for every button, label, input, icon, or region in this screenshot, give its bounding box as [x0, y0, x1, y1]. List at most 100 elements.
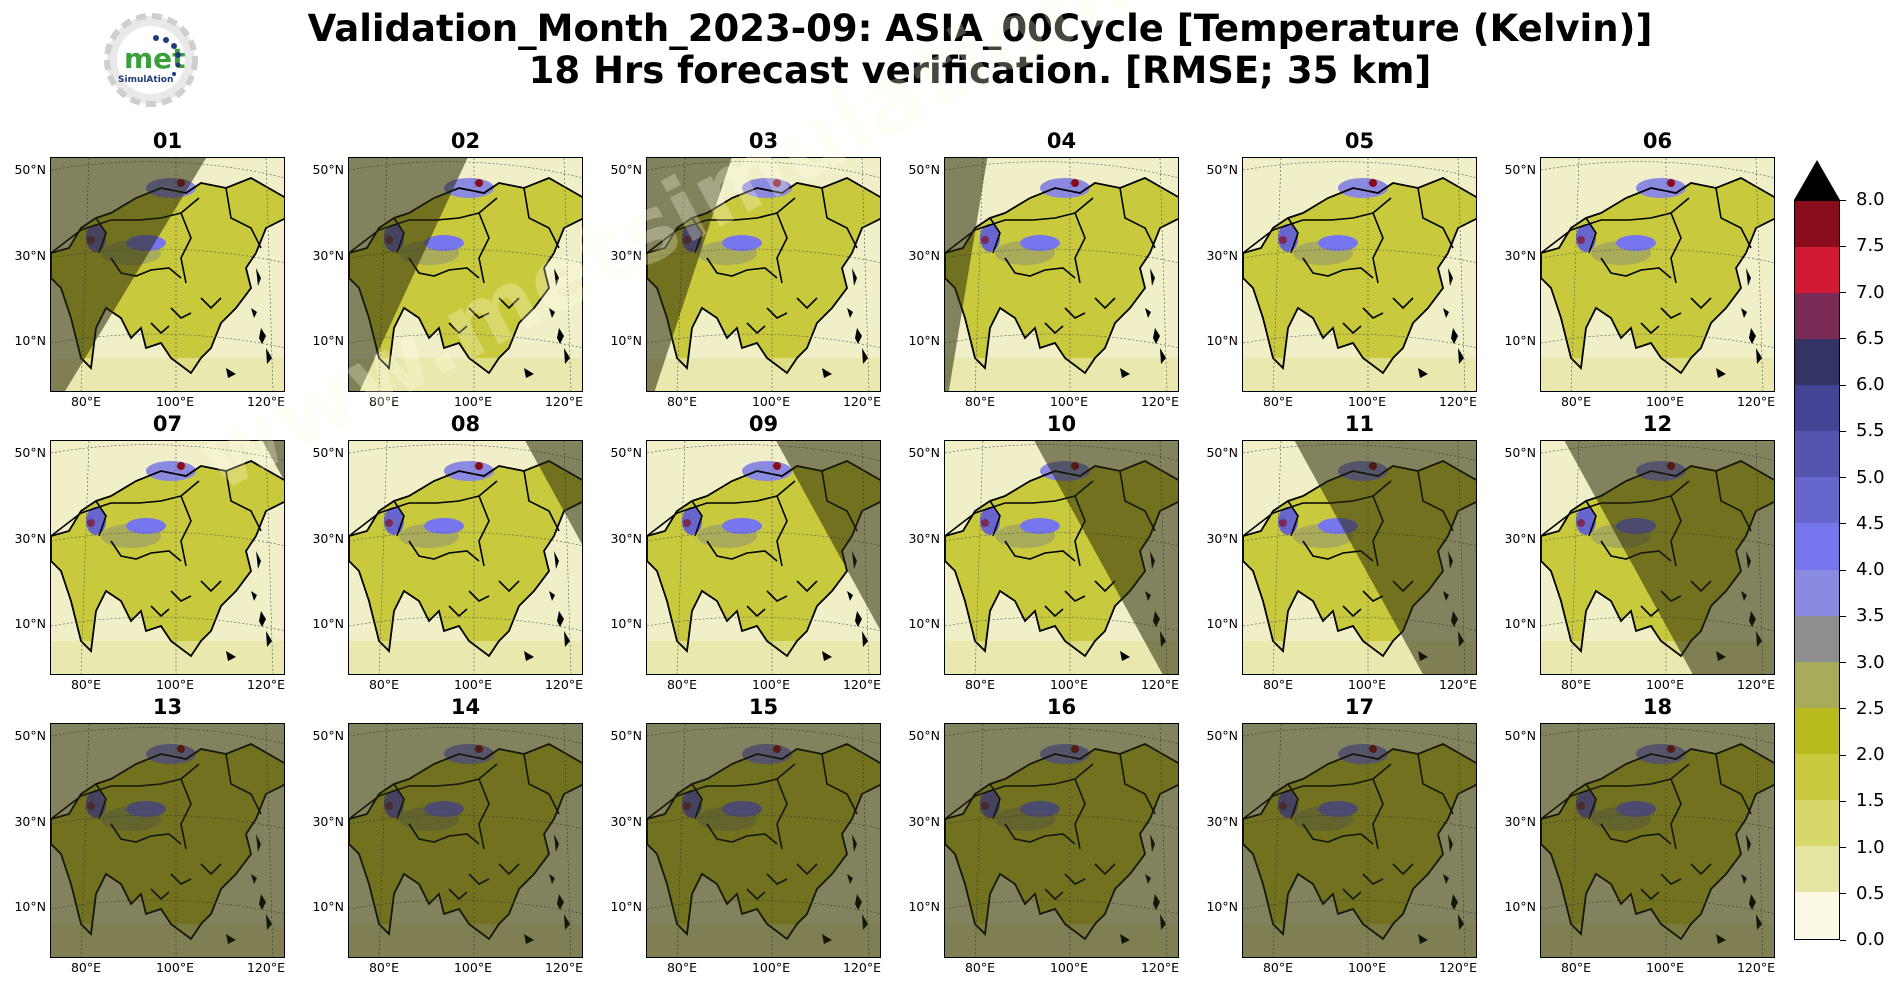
lon-tick-label: 100°E: [1347, 394, 1386, 409]
lon-tick-label: 80°E: [1262, 960, 1294, 975]
colorbar-tick-mark: [1840, 338, 1846, 340]
lat-tick-label: 50°N: [1504, 728, 1536, 743]
map-panel-10: [944, 440, 1179, 675]
lon-tick-label: 100°E: [751, 960, 790, 975]
lon-tick-label: 80°E: [964, 677, 996, 692]
lat-tick-label: 50°N: [1206, 445, 1238, 460]
colorbar-tick-mark: [1840, 893, 1846, 895]
colorbar-tick-label: 7.0: [1856, 281, 1885, 303]
lat-tick-label: 10°N: [610, 333, 642, 348]
map-panel-12: [1540, 440, 1775, 675]
colorbar-segment: [1795, 615, 1839, 662]
lon-tick-label: 100°E: [155, 677, 194, 692]
map-panel-03: [646, 157, 881, 392]
lat-tick-label: 50°N: [610, 728, 642, 743]
lon-tick-label: 120°E: [544, 677, 583, 692]
colorbar-tick-label: 4.5: [1856, 512, 1885, 534]
lon-tick-label: 80°E: [70, 677, 102, 692]
lon-tick-label: 80°E: [368, 677, 400, 692]
panel-title: 10: [1046, 412, 1077, 436]
lat-tick-label: 10°N: [908, 899, 940, 914]
map-panel-08: [348, 440, 583, 675]
colorbar-segment: [1795, 247, 1839, 294]
lon-tick-label: 80°E: [70, 960, 102, 975]
colorbar-segment: [1795, 707, 1839, 754]
lat-tick-label: 50°N: [14, 728, 46, 743]
colorbar-tick-label: 6.5: [1856, 327, 1885, 349]
figure-title-line2: 18 Hrs forecast verification. [RMSE; 35 …: [528, 49, 1432, 92]
colorbar-segment: [1795, 661, 1839, 708]
lon-tick-label: 100°E: [1049, 677, 1088, 692]
lat-tick-label: 10°N: [908, 616, 940, 631]
panel-title: 18: [1642, 695, 1673, 719]
panel-title: 06: [1642, 129, 1673, 153]
lon-tick-label: 120°E: [1736, 677, 1775, 692]
colorbar-tick-label: 3.5: [1856, 605, 1885, 627]
lon-tick-label: 120°E: [246, 677, 285, 692]
colorbar-segment: [1795, 201, 1839, 248]
lon-tick-label: 100°E: [453, 677, 492, 692]
colorbar-segment: [1795, 385, 1839, 432]
lon-tick-label: 80°E: [368, 394, 400, 409]
lat-tick-label: 30°N: [1504, 531, 1536, 546]
lon-tick-label: 80°E: [368, 960, 400, 975]
lat-tick-label: 30°N: [610, 814, 642, 829]
colorbar-tick-label: 0.0: [1856, 929, 1885, 950]
colorbar-tick-mark: [1840, 245, 1846, 247]
lon-tick-label: 120°E: [1736, 960, 1775, 975]
panel-title: 12: [1642, 412, 1673, 436]
colorbar-tick-label: 1.5: [1856, 790, 1885, 812]
colorbar-tick-label: 5.5: [1856, 420, 1885, 442]
lon-tick-label: 100°E: [155, 960, 194, 975]
lat-tick-label: 10°N: [14, 616, 46, 631]
lon-tick-label: 120°E: [842, 394, 881, 409]
lon-tick-label: 120°E: [1140, 394, 1179, 409]
lon-tick-label: 80°E: [1560, 394, 1592, 409]
lon-tick-label: 120°E: [1438, 677, 1477, 692]
colorbar-tick-label: 8.0: [1856, 189, 1885, 210]
colorbar-segment: [1795, 339, 1839, 386]
lon-tick-label: 120°E: [842, 960, 881, 975]
lon-tick-label: 120°E: [544, 394, 583, 409]
figure-title-line1: Validation_Month_2023-09: ASIA_00Cycle […: [307, 7, 1653, 50]
colorbar-tick-mark: [1840, 292, 1846, 294]
lat-tick-label: 50°N: [1504, 162, 1536, 177]
colorbar-tick-label: 0.5: [1856, 882, 1885, 904]
panel-title: 03: [748, 129, 779, 153]
met-simulation-logo: met SimulAtion: [96, 10, 206, 110]
lat-tick-label: 50°N: [610, 445, 642, 460]
lon-tick-label: 80°E: [70, 394, 102, 409]
lat-tick-label: 50°N: [908, 728, 940, 743]
colorbar-tick-mark: [1840, 708, 1846, 710]
map-panel-13: [50, 723, 285, 958]
map-panel-09: [646, 440, 881, 675]
colorbar-tick-mark: [1840, 662, 1846, 664]
lon-tick-label: 100°E: [1049, 394, 1088, 409]
map-panel-15: [646, 723, 881, 958]
colorbar-tick-label: 6.0: [1856, 374, 1885, 395]
colorbar-segment: [1795, 293, 1839, 340]
lat-tick-label: 10°N: [14, 899, 46, 914]
lat-tick-label: 10°N: [1504, 899, 1536, 914]
map-panel-07: [50, 440, 285, 675]
lon-tick-label: 80°E: [964, 394, 996, 409]
panel-title: 05: [1344, 129, 1375, 153]
colorbar-tick-mark: [1840, 754, 1846, 756]
map-panel-16: [944, 723, 1179, 958]
lon-tick-label: 100°E: [751, 394, 790, 409]
lat-tick-label: 50°N: [610, 162, 642, 177]
lat-tick-label: 30°N: [908, 531, 940, 546]
lat-tick-label: 30°N: [1206, 248, 1238, 263]
lat-tick-label: 30°N: [14, 248, 46, 263]
panel-title: 01: [152, 129, 183, 153]
lon-tick-label: 100°E: [1645, 960, 1684, 975]
lat-tick-label: 10°N: [1206, 899, 1238, 914]
lat-tick-label: 50°N: [14, 162, 46, 177]
lat-tick-label: 30°N: [908, 814, 940, 829]
colorbar-segment: [1795, 799, 1839, 846]
lat-tick-label: 30°N: [312, 531, 344, 546]
colorbar-tick-mark: [1840, 939, 1846, 941]
lat-tick-label: 50°N: [1206, 162, 1238, 177]
colorbar-segment: [1795, 523, 1839, 570]
panel-title: 11: [1344, 412, 1375, 436]
